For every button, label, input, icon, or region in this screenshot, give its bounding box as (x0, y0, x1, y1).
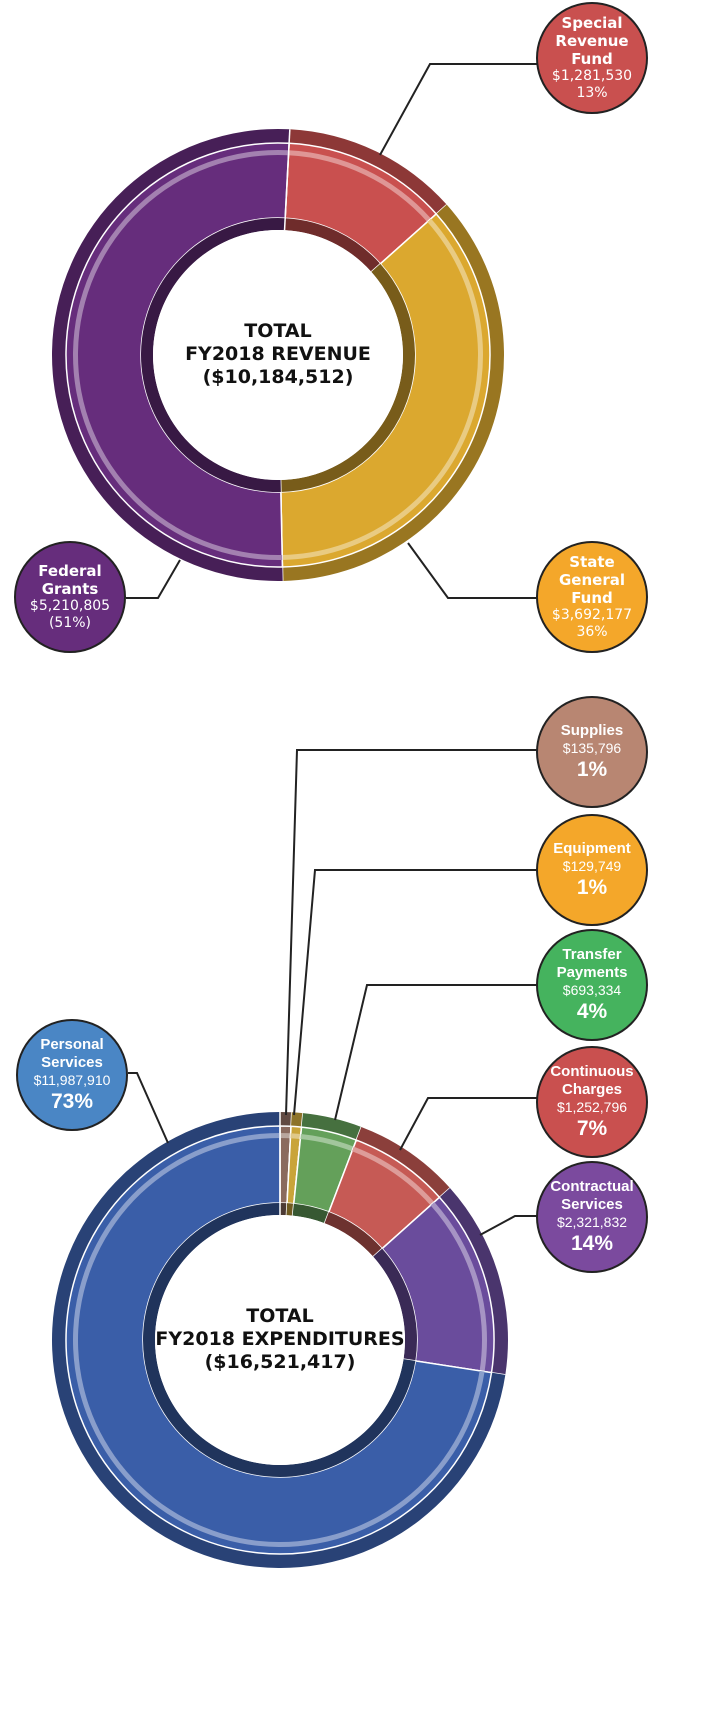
donut-hole (153, 230, 403, 480)
donut-hole (155, 1215, 405, 1465)
category-bubble: Supplies $135,796 1% (536, 696, 648, 808)
leader-line (126, 559, 181, 599)
percent-label: 7% (576, 1116, 608, 1140)
slice-divider (283, 129, 291, 231)
amount-label: $1,281,530 (551, 68, 633, 84)
slice-inner (280, 263, 415, 492)
category-bubble: State General Fund $3,692,177 36% (536, 541, 648, 653)
slice-stripe (300, 1134, 354, 1152)
slice-stripe (352, 1146, 435, 1206)
leader-line (128, 1072, 169, 1144)
slice-rim (356, 1126, 450, 1198)
slice-rim (282, 204, 505, 581)
amount-label: $129,749 (562, 857, 622, 874)
slice-inner (292, 1203, 329, 1224)
slice-stripe (430, 1202, 487, 1372)
amount-label: $1,252,796 (556, 1098, 628, 1115)
category-bubble: Personal Services $11,987,910 73% (16, 1019, 128, 1131)
slice-stripe (280, 1133, 291, 1139)
center-line: TOTAL (244, 320, 312, 342)
slice-rim (291, 1112, 303, 1128)
amount-label: $2,321,832 (556, 1213, 628, 1230)
category-bubble: Contractual Services $2,321,832 14% (536, 1161, 648, 1273)
category-name: Personal Services (40, 1035, 104, 1071)
amount-label: $693,334 (562, 981, 622, 998)
leader-line (479, 1215, 537, 1236)
amount-label: $135,796 (562, 739, 622, 756)
center-line: ($16,521,417) (204, 1351, 356, 1373)
category-name: State General Fund (559, 553, 625, 607)
percent-label: 1% (576, 757, 608, 781)
amount-label: $5,210,805 (29, 598, 111, 614)
slice-rim (280, 1112, 292, 1127)
amount-label: $3,692,177 (551, 607, 633, 623)
slice-inner (284, 218, 381, 272)
percent-label: 1% (576, 875, 608, 899)
leader-line (293, 869, 537, 1116)
slice-inner (280, 1203, 288, 1216)
slice-stripe (290, 1133, 301, 1140)
category-bubble: Transfer Payments $693,334 4% (536, 929, 648, 1041)
category-bubble: Federal Grants $5,210,805 (51%) (14, 541, 126, 653)
category-bubble: Special Revenue Fund $1,281,530 13% (536, 2, 648, 114)
category-bubble: Continuous Charges $1,252,796 7% (536, 1046, 648, 1158)
category-name: Special Revenue Fund (555, 14, 629, 68)
slice-rim (439, 1188, 509, 1375)
category-name: Contractual Services (550, 1177, 634, 1213)
slice-inner (373, 1248, 417, 1361)
center-label: TOTAL FY2018 REVENUE ($10,184,512) (148, 320, 408, 389)
percent-label: (51%) (48, 615, 92, 631)
category-name: Supplies (560, 721, 624, 739)
percent-label: 36% (576, 624, 608, 640)
percent-label: 13% (576, 85, 608, 101)
amount-label: $11,987,910 (33, 1071, 111, 1088)
leader-line (379, 63, 537, 156)
slice-rim (301, 1113, 362, 1141)
category-name: Transfer Payments (556, 945, 628, 981)
center-line: ($10,184,512) (202, 366, 354, 388)
center-line: FY2018 EXPENDITURES (155, 1328, 405, 1350)
center-line: FY2018 REVENUE (185, 343, 371, 365)
category-name: Equipment (553, 839, 631, 857)
category-name: Federal Grants (38, 562, 102, 598)
center-line: TOTAL (246, 1305, 314, 1327)
category-name: Continuous Charges (550, 1062, 634, 1098)
slice-inner (324, 1212, 383, 1257)
slice-rim (289, 129, 447, 214)
leader-line (334, 984, 537, 1121)
center-label: TOTAL FY2018 EXPENDITURES ($16,521,417) (150, 1305, 410, 1374)
percent-label: 14% (570, 1231, 614, 1255)
percent-label: 73% (50, 1089, 94, 1113)
leader-line (285, 749, 537, 1116)
leader-line (407, 542, 537, 599)
leader-line (399, 1097, 537, 1151)
percent-label: 4% (576, 999, 608, 1023)
category-bubble: Equipment $129,749 1% (536, 814, 648, 926)
slice-inner (286, 1203, 294, 1216)
